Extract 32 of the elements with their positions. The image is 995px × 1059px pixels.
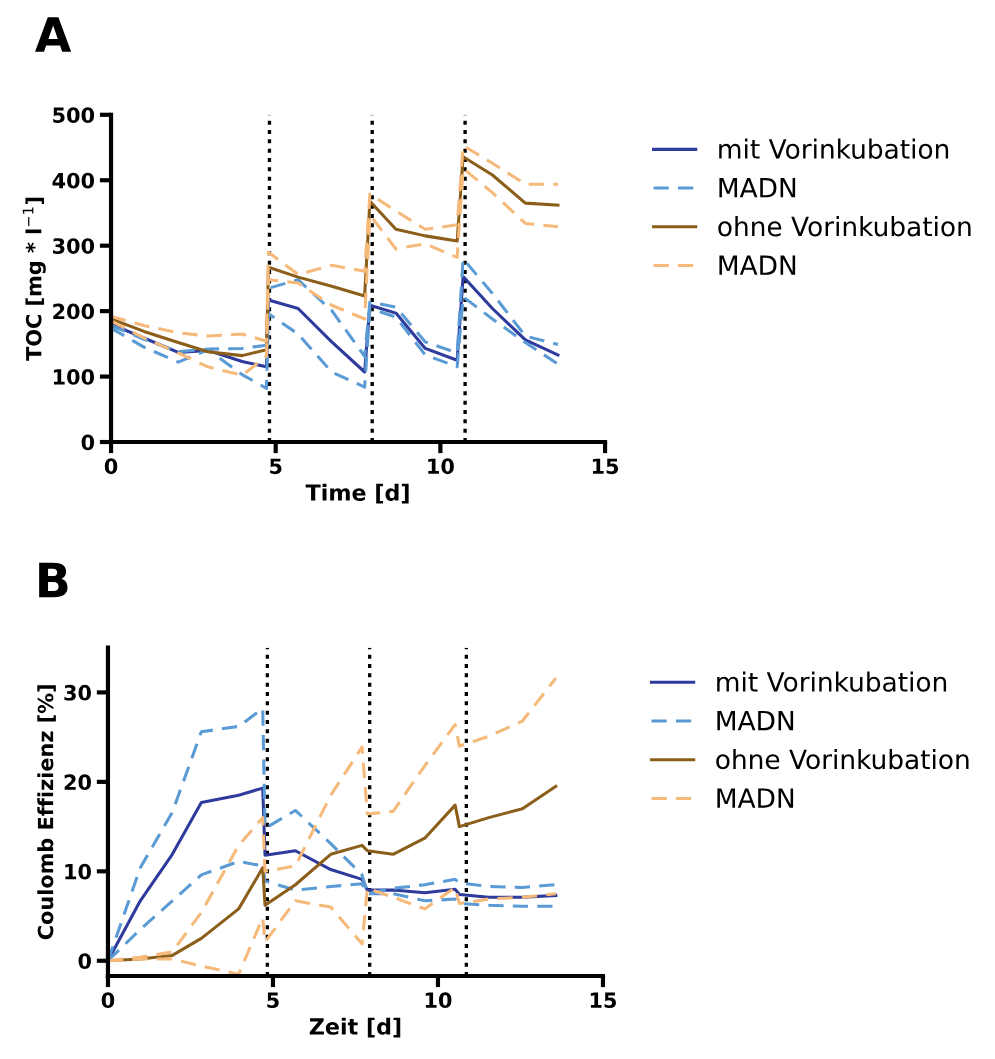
y-tick-label: 200 <box>53 303 95 320</box>
x-tick-label: 10 <box>428 458 454 475</box>
y-tick-label: 500 <box>53 107 95 124</box>
x-tick-label: 0 <box>104 458 118 475</box>
y-tick-label: 30 <box>64 684 91 701</box>
y-tick-label: 0 <box>81 434 95 451</box>
x-tick-label: 15 <box>590 992 617 1009</box>
legend-label: MADN <box>719 178 796 198</box>
x-tick-label: 10 <box>425 992 452 1009</box>
legend-label: MADN <box>717 710 794 731</box>
legend-label: ohne Vorinkubation <box>718 216 971 237</box>
x-tick-label: 15 <box>592 458 619 475</box>
x-tick-label: 5 <box>267 992 279 1009</box>
y-tick-label: 0 <box>78 953 91 969</box>
y-axis-title: Coulomb Effizienz [%] <box>37 685 56 940</box>
x-tick-label: 0 <box>101 992 115 1009</box>
y-tick-label: 400 <box>52 172 95 189</box>
legend-label: ohne Vorinkubation <box>716 748 969 770</box>
y-tick-label: 10 <box>65 863 91 880</box>
chart-title: A <box>35 17 72 52</box>
x-tick-label: 5 <box>270 458 282 475</box>
chart-title: B <box>39 562 68 598</box>
legend-label: mit Vorinkubation <box>719 138 949 159</box>
legend-label: MADN <box>717 788 794 808</box>
y-tick-label: 100 <box>53 369 95 385</box>
legend-label: mit Vorinkubation <box>717 671 947 692</box>
y-axis-title: TOC [mg * l$^{−1}$] <box>22 197 46 361</box>
x-axis-title: Zeit [d] <box>309 1017 401 1038</box>
y-tick-label: 300 <box>52 238 95 254</box>
y-tick-label: 20 <box>64 774 91 791</box>
legend-label: MADN <box>719 255 796 275</box>
x-axis-title: Time [d] <box>305 483 409 504</box>
